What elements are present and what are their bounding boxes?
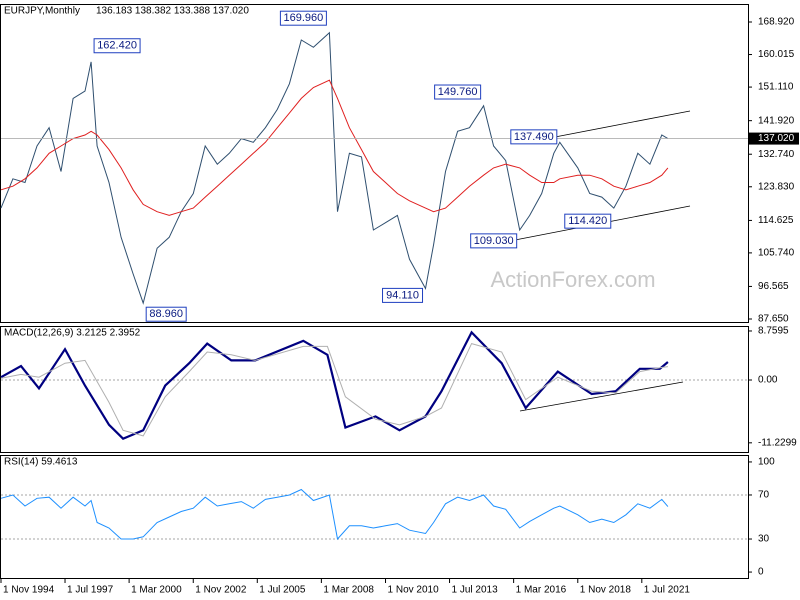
annotation-box [145,306,187,322]
y-tick-label: 70 [758,490,770,501]
annotation-box [564,213,612,229]
annotation-box [93,38,141,54]
chart-subtitle: 136.183 138.382 133.388 137.020 [96,6,249,17]
x-tick-label: 1 Nov 2018 [580,585,632,596]
annotation-box [434,84,482,100]
annotation-box [510,129,558,145]
y-tick-label: 30 [758,534,770,545]
y-tick-label: 141.920 [758,115,795,126]
x-tick-label: 1 Nov 2002 [195,585,247,596]
annotation-label: 162.420 [97,40,137,52]
y-tick-label: -11.2299 [758,437,797,448]
rsi-title: RSI(14) 59.4613 [4,457,78,468]
y-tick-label: 105.740 [758,248,795,259]
chart-title: EURJPY,Monthly [4,6,80,17]
y-tick-label: 100 [758,457,775,468]
macd-frame [0,326,749,453]
annotation-label: 109.030 [474,235,514,247]
y-tick-label: 0.00 [758,375,778,386]
x-tick-label: 1 Nov 1994 [3,585,55,596]
annotation-box [279,10,327,26]
series-line [0,488,669,541]
last-price-label: 137.020 [758,133,795,144]
y-tick-label: 168.920 [758,17,795,28]
x-tick-label: 1 Nov 2010 [388,585,440,596]
annotation-label: 149.760 [438,86,478,98]
x-tick-label: 1 Jul 2013 [452,585,499,596]
series-line [0,79,669,216]
y-tick-label: 96.565 [758,281,789,292]
annotation-label: 169.960 [284,12,324,24]
y-tick-label: 160.015 [758,49,795,60]
y-tick-label: 123.830 [758,181,795,192]
x-tick-label: 1 Jul 2021 [644,585,691,596]
y-tick-label: 87.650 [758,314,789,325]
y-tick-label: 0 [758,567,764,578]
price-frame [0,4,749,323]
annotation-label: 114.420 [568,215,607,227]
series-line [0,343,668,437]
channel-upper [554,110,691,138]
x-tick-label: 1 Jul 1997 [67,585,114,596]
y-tick-label: 132.740 [758,149,795,160]
y-tick-label: 114.625 [758,215,794,226]
last-price-box [749,132,799,145]
annotation-label: 94.110 [386,289,419,301]
macd-title: MACD(12,26,9) 3.2125 2.3952 [4,328,141,339]
watermark: ActionForex.com [490,267,655,292]
x-tick-label: 1 Mar 2016 [516,585,567,596]
x-tick-label: 1 Jul 2005 [259,585,306,596]
x-tick-label: 1 Mar 2000 [131,585,182,596]
y-tick-label: 8.7595 [758,326,789,337]
y-tick-label: 151.110 [758,82,794,93]
series-line [0,31,669,305]
annotation-box [470,233,518,249]
annotation-label: 88.960 [149,308,183,320]
annotation-box [382,287,424,303]
x-tick-label: 1 Mar 2008 [323,585,374,596]
macd-trendline [519,381,684,412]
series-line [0,330,669,440]
rsi-frame [0,455,749,579]
annotation-label: 137.490 [514,131,554,143]
